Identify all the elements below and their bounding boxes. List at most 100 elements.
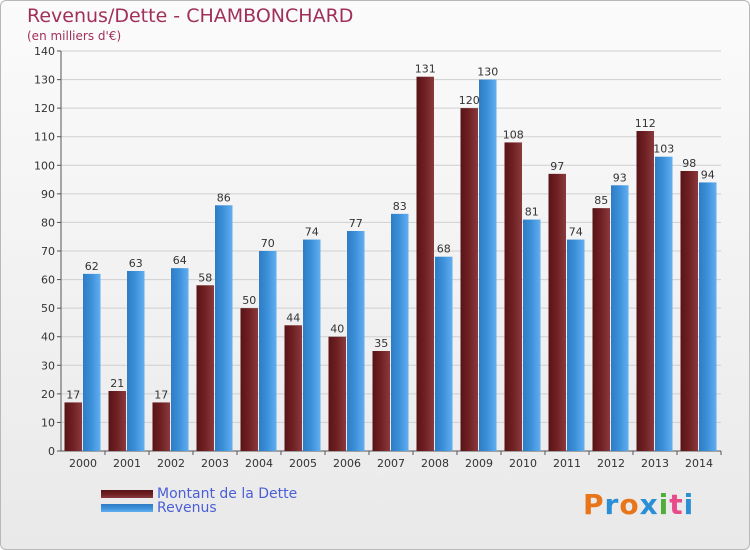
bar-revenus [215,205,233,451]
data-label-revenus: 93 [613,171,627,184]
x-tick-label: 2008 [421,457,449,470]
data-label-revenus: 74 [569,226,583,239]
y-tick-label: 80 [41,216,55,229]
bar-revenus [259,251,277,451]
chart-title: Revenus/Dette - CHAMBONCHARD [27,5,354,27]
bar-dette [284,325,302,451]
y-tick-label: 10 [41,416,55,429]
data-label-revenus: 81 [525,206,539,219]
data-label-dette: 44 [286,311,300,324]
x-tick-label: 2013 [641,457,669,470]
y-tick-label: 30 [41,359,55,372]
bar-revenus [83,273,101,451]
bar-dette [152,402,170,451]
y-tick-label: 70 [41,245,55,258]
bar-dette [680,171,698,451]
x-tick-label: 2005 [289,457,317,470]
bar-dette [504,142,522,451]
bar-dette [416,76,434,451]
data-label-revenus: 64 [173,254,187,267]
bar-dette [240,308,258,451]
legend-swatch-dette [101,490,153,498]
bar-revenus [435,256,453,451]
x-tick-label: 2004 [245,457,273,470]
bar-dette [460,108,478,452]
y-tick-label: 0 [48,445,55,458]
chart-subtitle: (en milliers d'€) [27,29,122,43]
bar-dette [196,285,214,451]
y-tick-label: 120 [34,102,55,115]
bar-revenus [655,156,673,451]
legend-label-revenus: Revenus [157,500,217,516]
x-tick-label: 2003 [201,457,229,470]
data-label-revenus: 74 [305,226,319,239]
data-label-dette: 112 [635,117,656,130]
data-label-revenus: 77 [349,217,363,230]
data-label-revenus: 83 [393,200,407,213]
legend-swatch-revenus [101,504,153,512]
data-label-dette: 98 [682,157,696,170]
data-label-revenus: 94 [701,168,715,181]
y-tick-label: 130 [34,74,55,87]
data-label-dette: 40 [330,323,344,336]
data-label-dette: 120 [459,94,480,107]
logo-letter: i [658,488,670,521]
y-tick-label: 90 [41,188,55,201]
bar-revenus [127,271,145,451]
logo-letter: t [669,488,684,521]
data-label-dette: 58 [198,271,212,284]
proxiti-logo: Proxiti [583,488,694,521]
bar-dette [548,173,566,451]
logo-letter: x [639,488,659,521]
data-label-dette: 85 [594,194,608,207]
bar-dette [108,391,126,451]
y-tick-label: 40 [41,331,55,344]
bar-dette [64,402,82,451]
data-label-dette: 35 [374,337,388,350]
bar-revenus [347,231,365,451]
x-tick-label: 2010 [509,457,537,470]
legend-item-dette: Montant de la Dette [101,486,298,502]
data-label-dette: 21 [110,377,124,390]
bar-dette [636,131,654,451]
x-tick-label: 2009 [465,457,493,470]
data-label-dette: 50 [242,294,256,307]
y-tick-label: 110 [34,131,55,144]
data-label-dette: 131 [415,63,436,76]
bar-revenus [699,182,717,451]
bar-dette [592,208,610,451]
bar-revenus [479,79,497,452]
bar-revenus [303,239,321,451]
x-tick-label: 2002 [157,457,185,470]
y-tick-label: 100 [34,159,55,172]
legend: Montant de la Dette Revenus [101,486,298,516]
data-label-revenus: 62 [85,260,99,273]
legend-label-dette: Montant de la Dette [157,486,298,502]
data-label-dette: 17 [66,388,80,401]
x-tick-label: 2000 [69,457,97,470]
x-tick-label: 2007 [377,457,405,470]
logo-letter: P [583,488,605,521]
y-tick-label: 50 [41,302,55,315]
data-label-revenus: 86 [217,191,231,204]
data-label-revenus: 63 [129,257,143,270]
bar-revenus [523,219,541,451]
data-label-dette: 17 [154,388,168,401]
x-tick-label: 2014 [685,457,713,470]
x-tick-label: 2001 [113,457,141,470]
data-label-revenus: 68 [437,243,451,256]
x-tick-label: 2011 [553,457,581,470]
data-label-dette: 108 [503,128,524,141]
bar-dette [328,336,346,451]
y-tick-label: 60 [41,274,55,287]
bar-revenus [171,268,189,451]
logo-letter: r [604,488,620,521]
logo-letter: i [683,488,695,521]
legend-item-revenus: Revenus [101,500,297,516]
bar-revenus [611,185,629,452]
data-label-dette: 97 [550,160,564,173]
bar-dette [372,351,390,451]
logo-letter: o [619,488,640,521]
